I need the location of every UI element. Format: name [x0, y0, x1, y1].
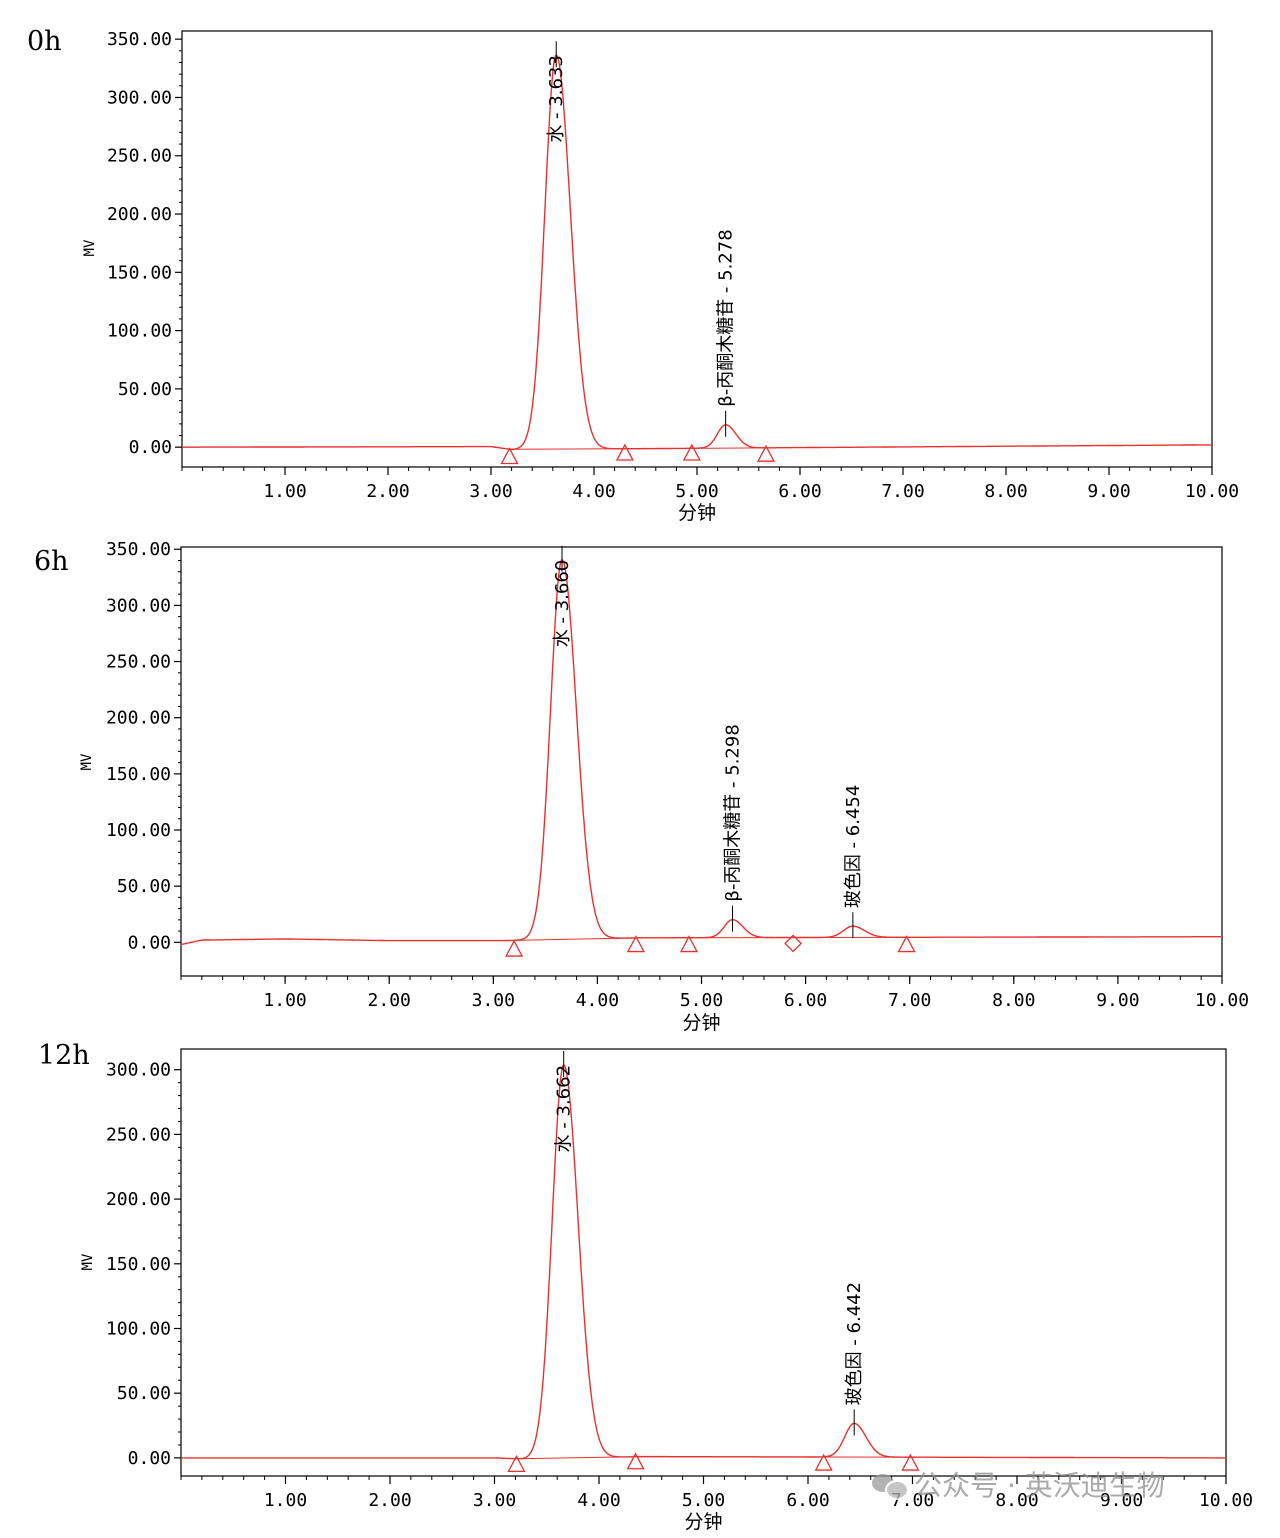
x-tick-label: 4.00	[576, 990, 619, 1011]
y-tick-label: 0.00	[128, 1448, 171, 1469]
x-axis-title: 分钟	[682, 1012, 720, 1034]
x-axis-title: 分钟	[684, 1511, 722, 1533]
y-axis-title: MV	[82, 239, 98, 256]
peak-boundary-triangle	[682, 443, 701, 461]
signal-trace	[180, 558, 1222, 946]
peak-boundary-triangle	[500, 447, 519, 465]
y-tick-label: 250.00	[106, 652, 171, 673]
x-tick-label: 3.00	[469, 481, 512, 502]
panel-label-6h: 6h	[34, 546, 69, 577]
x-tick-label: 1.00	[263, 481, 306, 502]
x-tick-label: 5.00	[680, 990, 723, 1011]
x-tick-label: 9.00	[1100, 1490, 1143, 1511]
peak-label: 水 - 3.660	[552, 560, 573, 647]
x-tick-label: 6.00	[778, 481, 821, 502]
y-tick-label: 350.00	[107, 29, 172, 50]
chart-panel-6h: 0.00 50.00 100.00 150.00 200.00 250.00 300.00 3…	[79, 539, 1249, 1034]
peak-boundary-triangle	[756, 444, 776, 462]
peak-boundary-triangle	[615, 443, 634, 461]
y-tick-label: 100.00	[106, 1318, 171, 1339]
y-tick-label: 150.00	[106, 1254, 171, 1275]
x-tick-label: 5.00	[682, 1490, 725, 1511]
plot-frame	[180, 546, 1223, 977]
x-tick-label: 8.00	[995, 1490, 1038, 1511]
peak-boundary-triangle	[626, 935, 646, 953]
y-tick-label: 150.00	[106, 764, 171, 785]
x-axis-title: 分钟	[678, 502, 716, 524]
y-tick-label: 300.00	[106, 595, 171, 616]
x-tick-label: 3.00	[473, 1490, 516, 1511]
panel-label-0h: 0h	[27, 26, 62, 57]
y-axis-title: MV	[79, 753, 95, 770]
y-axis-title: MV	[80, 1253, 96, 1270]
x-tick-label: 10.00	[1185, 481, 1239, 502]
x-tick-label: 10.00	[1195, 990, 1249, 1011]
integration-baseline	[516, 1456, 636, 1460]
chart-panel-0h: 0.00 50.00 100.00 150.00 200.00 250.00 300.00 3…	[82, 29, 1239, 524]
panel-label-12h: 12h	[38, 1040, 90, 1071]
y-tick-label: 50.00	[118, 379, 172, 400]
signal-trace	[181, 1064, 1226, 1460]
x-tick-label: 3.00	[472, 990, 515, 1011]
y-tick-label: 0.00	[129, 437, 172, 458]
y-tick-label: 100.00	[107, 321, 172, 342]
peak-label: β-丙酮木糖苷 - 5.278	[716, 229, 737, 406]
y-tick-label: 250.00	[106, 1124, 171, 1145]
peak-boundary-triangle	[505, 939, 524, 957]
y-tick-label: 200.00	[107, 204, 172, 225]
x-tick-label: 6.00	[784, 990, 827, 1011]
y-tick-label: 50.00	[117, 876, 171, 897]
integration-baseline	[514, 937, 636, 941]
x-tick-label: 4.00	[572, 481, 615, 502]
peak-label: β-丙酮木糖苷 - 5.298	[723, 724, 744, 901]
peak-label: 玻色因 - 6.454	[843, 785, 864, 908]
peak-boundary-triangle	[679, 935, 699, 953]
peak-boundary-triangle	[897, 935, 916, 953]
x-tick-label: 10.00	[1199, 1490, 1253, 1511]
y-tick-label: 300.00	[107, 87, 172, 108]
y-tick-label: 250.00	[107, 146, 172, 167]
peak-boundary-triangle	[814, 1453, 833, 1471]
y-tick-label: 100.00	[106, 820, 171, 841]
signal-trace	[182, 54, 1212, 450]
x-tick-label: 9.00	[1096, 990, 1139, 1011]
peak-boundary-triangle	[626, 1452, 645, 1470]
x-tick-label: 2.00	[368, 990, 411, 1011]
peak-boundary-triangle	[507, 1454, 526, 1473]
wechat-icon	[872, 1470, 909, 1500]
peak-label: 玻色因 - 6.442	[844, 1282, 865, 1405]
watermark: 公众号 · 英沃迪生物	[872, 1464, 1165, 1504]
x-tick-label: 1.00	[264, 1490, 307, 1511]
plot-frame	[180, 1048, 1227, 1477]
peak-boundary-triangle	[901, 1453, 920, 1471]
x-tick-label: 8.00	[992, 990, 1035, 1011]
peak-boundary-diamond	[784, 934, 803, 953]
y-tick-label: 150.00	[107, 262, 172, 283]
x-tick-label: 7.00	[881, 481, 924, 502]
plot-frame	[181, 30, 1213, 468]
y-tick-label: 300.00	[106, 1060, 171, 1081]
x-tick-label: 2.00	[366, 481, 409, 502]
peak-label: 水 - 3.662	[554, 1065, 575, 1152]
x-tick-label: 9.00	[1087, 481, 1130, 502]
chart-panel-12h: 0.00 50.00 100.00 150.00 200.00 250.00 300.00 1…	[80, 1048, 1253, 1533]
x-tick-label: 1.00	[263, 990, 306, 1011]
x-tick-label: 6.00	[786, 1490, 829, 1511]
x-tick-label: 4.00	[577, 1490, 620, 1511]
y-tick-label: 200.00	[106, 708, 171, 729]
y-tick-label: 200.00	[106, 1189, 171, 1210]
y-tick-label: 0.00	[128, 932, 171, 953]
x-tick-label: 7.00	[888, 990, 931, 1011]
y-tick-label: 50.00	[117, 1383, 171, 1404]
watermark-text: 公众号 · 英沃迪生物	[914, 1469, 1165, 1502]
y-tick-label: 350.00	[106, 539, 171, 560]
x-tick-label: 8.00	[984, 481, 1027, 502]
x-tick-label: 2.00	[368, 1490, 411, 1511]
peak-label: 水 - 3.633	[546, 55, 567, 142]
x-tick-label: 5.00	[675, 481, 718, 502]
